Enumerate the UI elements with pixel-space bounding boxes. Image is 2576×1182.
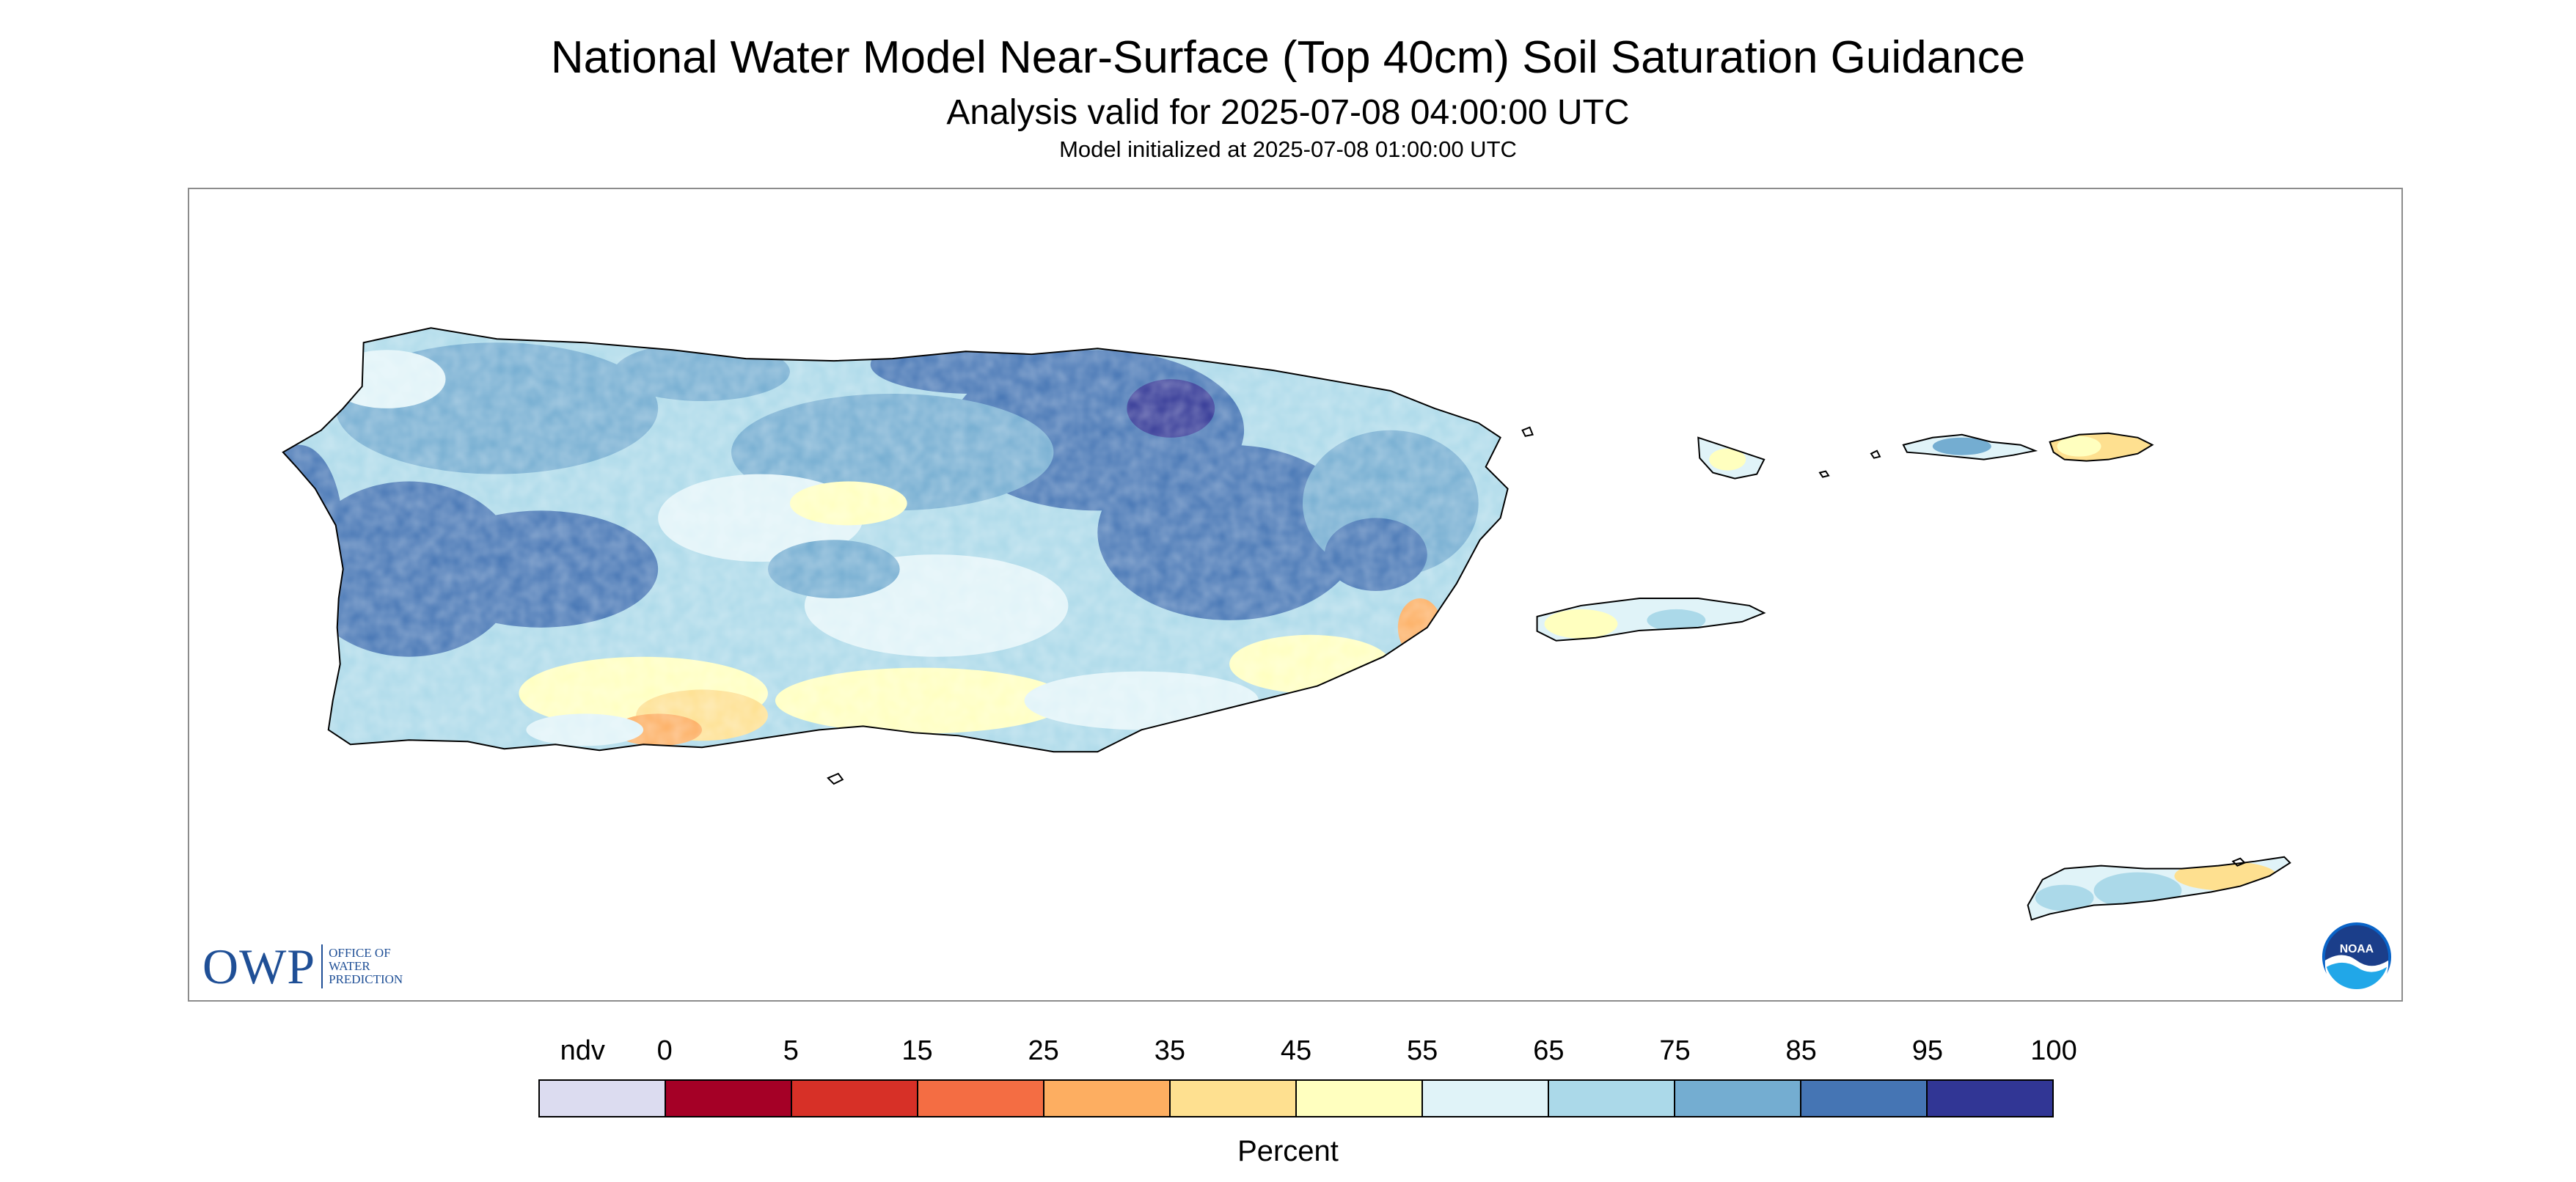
legend-tick-label: 95 (1911, 1035, 1943, 1066)
legend-swatch (1423, 1081, 1549, 1116)
legend-swatch (1044, 1081, 1171, 1116)
legend-swatch (540, 1081, 666, 1116)
legend-tick-label: 35 (1154, 1035, 1185, 1066)
map-title: National Water Model Near-Surface (Top 4… (550, 32, 2026, 83)
legend-tick-label: 0 (656, 1035, 673, 1066)
puerto-rico-data (282, 328, 1508, 752)
legend-tick-label: 55 (1407, 1035, 1438, 1066)
legend-tick-label: 5 (783, 1035, 799, 1066)
owp-logo-mark: OWP (202, 939, 316, 994)
model-init-time: Model initialized at 2025-07-08 01:00:00… (1059, 136, 1517, 162)
map-panel[interactable]: OWP OFFICE OF WATER PREDICTION NOAA (188, 188, 2403, 1002)
cay-outline (1818, 470, 1830, 478)
legend-swatch (1297, 1081, 1423, 1116)
st-thomas-outline (1902, 433, 2038, 460)
legend-swatch (918, 1081, 1044, 1116)
culebra-outline (1697, 436, 1765, 480)
legend-tick-label: 25 (1028, 1035, 1059, 1066)
legend-title: Percent (1237, 1135, 1339, 1167)
noaa-logo-text: NOAA (2340, 943, 2374, 955)
legend-swatch (792, 1081, 918, 1116)
st-croix-data (2027, 856, 2291, 920)
small-cays (827, 426, 2247, 867)
legend-tick-label: 65 (1533, 1035, 1565, 1066)
legend-swatch (1549, 1081, 1675, 1116)
legend-swatch (666, 1081, 792, 1116)
legend-tick-label: 75 (1659, 1035, 1691, 1066)
legend-swatch (1801, 1081, 1928, 1116)
legend-tick-label: 45 (1280, 1035, 1312, 1066)
owp-logo: OWP OFFICE OF WATER PREDICTION (202, 941, 403, 991)
owp-logo-divider (321, 944, 323, 988)
legend-swatch (1675, 1081, 1801, 1116)
soil-saturation-map[interactable] (189, 189, 2401, 1000)
analysis-valid-time: Analysis valid for 2025-07-08 04:00:00 U… (946, 93, 1630, 132)
texture (282, 328, 1508, 752)
legend-swatch (1928, 1081, 2052, 1116)
cay-outline (1521, 426, 1534, 437)
cay-outline (827, 772, 844, 785)
color-legend (538, 1079, 2054, 1117)
noaa-logo-water (2326, 962, 2387, 989)
legend-tick-label: 100 (2030, 1035, 2077, 1066)
noaa-logo: NOAA (2321, 922, 2392, 993)
legend-tick-label: 85 (1785, 1035, 1817, 1066)
vieques-outline (1536, 597, 1766, 642)
legend-tick-label: 15 (901, 1035, 933, 1066)
st-croix-outline (2027, 856, 2291, 921)
legend-swatch (1171, 1081, 1297, 1116)
owp-logo-text: OFFICE OF WATER PREDICTION (329, 946, 403, 986)
st-john-outline (2049, 432, 2154, 462)
cay-outline (1870, 449, 1881, 459)
cay-outline (2231, 857, 2247, 867)
legend-tick-label: ndv (560, 1035, 605, 1066)
